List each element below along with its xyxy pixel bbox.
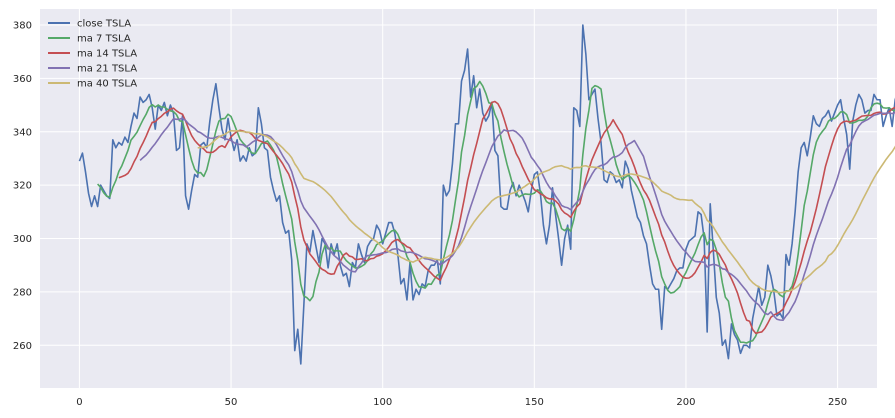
series-line-ma-40-tsla <box>197 129 895 294</box>
x-tick-label: 100 <box>373 397 392 408</box>
series-line-ma-14-tsla <box>118 100 895 335</box>
series-lines <box>78 24 895 365</box>
legend-label: ma 14 TSLA <box>77 49 137 60</box>
legend-label: ma 21 TSLA <box>77 64 137 75</box>
y-tick-label: 340 <box>13 127 32 138</box>
series-line-ma-7-tsla <box>97 80 895 344</box>
legend-label: ma 40 TSLA <box>77 79 137 90</box>
x-tick-label: 0 <box>76 397 82 408</box>
x-tick-label: 50 <box>225 397 238 408</box>
x-tick-label: 200 <box>676 397 695 408</box>
x-tick-label: 150 <box>525 397 544 408</box>
legend-label: close TSLA <box>77 19 131 30</box>
plot-area <box>40 9 877 388</box>
x-axis: 0 50 100 150 200 250 <box>76 397 847 408</box>
legend-label: ma 7 TSLA <box>77 34 131 45</box>
y-tick-label: 360 <box>13 74 32 85</box>
y-tick-label: 260 <box>13 341 32 352</box>
y-tick-label: 320 <box>13 181 32 192</box>
y-tick-label: 380 <box>13 21 32 32</box>
x-tick-label: 250 <box>828 397 847 408</box>
y-tick-label: 300 <box>13 234 32 245</box>
y-tick-label: 280 <box>13 287 32 298</box>
legend: close TSLA ma 7 TSLA ma 14 TSLA ma 21 TSLA m… <box>48 19 137 90</box>
y-axis: 260 280 300 320 340 360 380 <box>13 21 32 352</box>
